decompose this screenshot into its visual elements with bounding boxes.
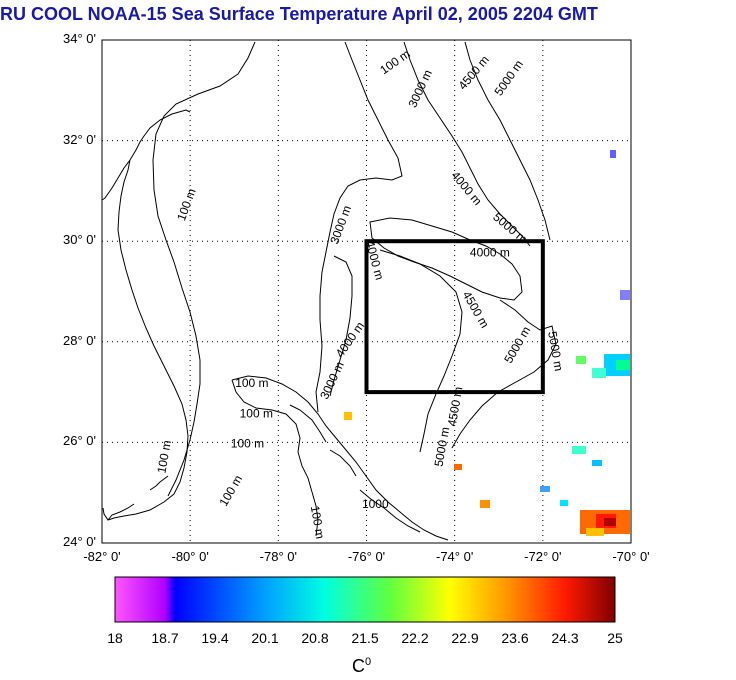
x-tick-label: -70° 0' [612,549,650,564]
contour-4500m [403,41,531,247]
contour-3000m [315,41,403,413]
contour-label: 4500 m [445,386,466,428]
colorbar-tick-label: 20.8 [301,630,329,646]
contour-5000m [464,41,551,241]
florida-keys [107,475,169,521]
y-tick-label: 30° 0' [63,232,96,248]
contour-label: 4000 m [470,245,510,259]
x-tick-label: -80° 0' [171,549,209,564]
colorbar-tick-label: 18.7 [151,630,179,646]
contour-label: 5000 m [432,426,453,468]
contour-4000m-loop [369,217,523,301]
y-tick-label: 34° 0' [63,31,96,46]
y-tick-label: 26° 0' [63,433,96,449]
x-tick-label: -74° 0' [436,549,474,564]
contour-label: 100 m [231,436,264,450]
y-tick-label: 24° 0' [63,534,96,549]
contour-label: 5000 m [545,330,566,372]
x-tick-label: -78° 0' [259,549,297,564]
colorbar-tick-label: 22.2 [401,630,429,646]
colorbar-tick-label: 19.4 [201,630,229,646]
colorbar-tick-label: 22.9 [451,630,479,646]
colorbar-tick-label: 23.6 [501,630,529,646]
contour-label: 1000 [362,497,389,511]
colorbar-tick-label: 18 [107,630,123,646]
y-tick-label: 32° 0' [63,131,96,147]
bahamas-bank-outline [231,375,449,541]
colorbar-unit: C0 [352,656,372,676]
florida-coastline [101,109,191,521]
x-tick-label: -82° 0' [83,549,121,564]
x-tick-label: -76° 0' [347,549,386,564]
bahamas-islands [289,255,421,533]
contour-label: 100 m [240,406,273,420]
x-tick-label: -72° 0' [524,549,562,564]
contour-100m-florida [152,41,256,497]
y-tick-label: 28° 0' [63,332,96,348]
colorbar-tick-label: 25 [607,630,623,646]
colorbar-tick-label: 20.1 [251,630,279,646]
contour-label: 100 m [154,439,174,474]
colorbar [114,576,616,623]
colorbar-tick-label: 24.3 [551,630,579,646]
study-area-box [364,239,545,395]
contour-label: 100 m [308,505,328,540]
contour-4500m-inner [379,249,463,453]
map-title: RU COOL NOAA-15 Sea Surface Temperature … [0,4,598,24]
colorbar-tick-label: 21.5 [351,630,379,646]
sst-patches [344,150,630,536]
contour-label: 100 m [235,376,268,390]
